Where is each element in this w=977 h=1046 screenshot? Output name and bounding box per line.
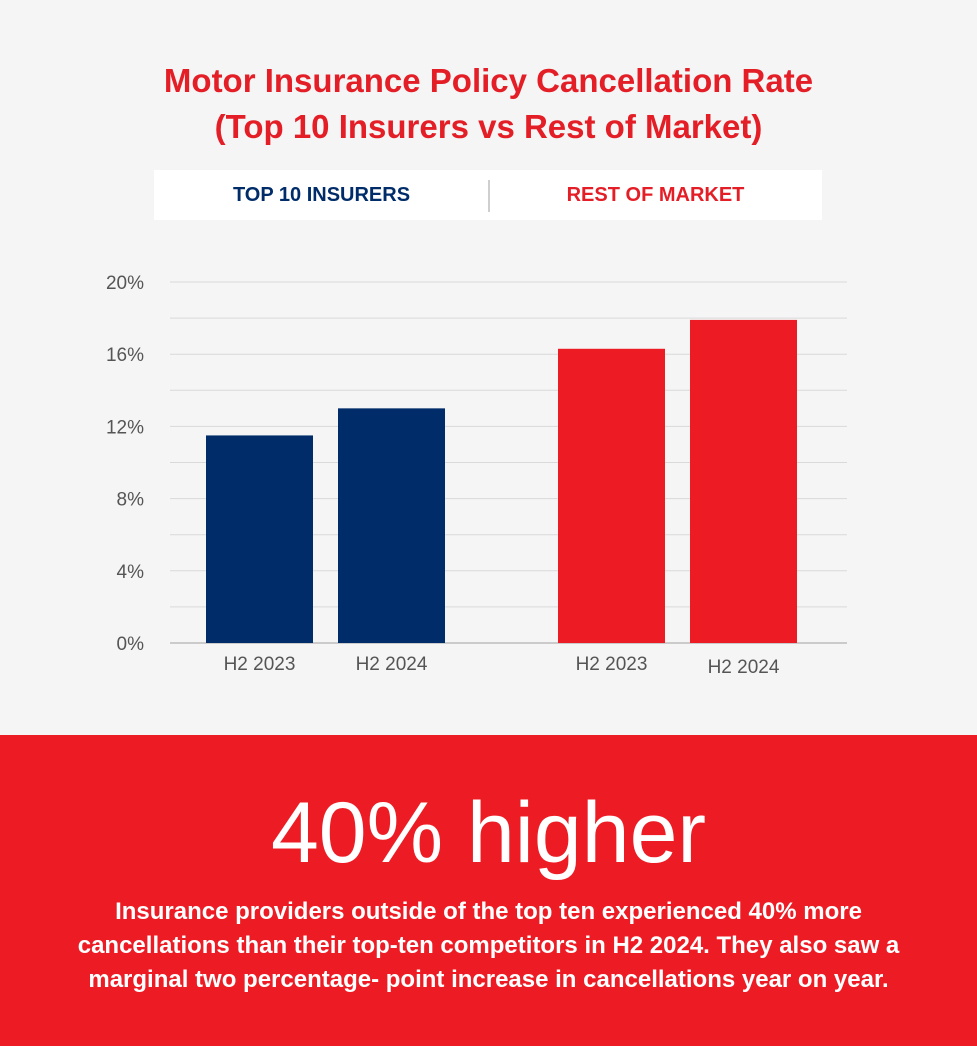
y-tick-label: 16% [106, 345, 144, 366]
x-tick-label: H2 2023 [224, 654, 296, 675]
summary-banner: 40% higher Insurance providers outside o… [0, 735, 977, 1046]
x-tick-label: H2 2024 [356, 654, 428, 675]
chart-title-line-1: Motor Insurance Policy Cancellation Rate [163, 62, 814, 99]
legend: TOP 10 INSURERS REST OF MARKET [154, 170, 822, 220]
legend-rest-of-market: REST OF MARKET [566, 184, 745, 206]
bar [690, 319, 797, 643]
bar [206, 435, 313, 643]
summary-text: Insurance providers outside of the top t… [77, 898, 900, 993]
legend-top10: TOP 10 INSURERS [232, 184, 411, 206]
chart-title-line-2: (Top 10 Insurers vs Rest of Market) [214, 108, 763, 145]
y-tick-label: 4% [117, 562, 145, 583]
headline: 40% higher [270, 785, 707, 881]
y-tick-label: 12% [106, 417, 144, 438]
bar [338, 408, 445, 643]
x-tick-label: H2 2024 [708, 657, 780, 678]
chart-title: Motor Insurance Policy Cancellation Rate… [0, 58, 977, 150]
bar [558, 348, 665, 643]
y-tick-label: 8% [117, 490, 145, 511]
legend-divider [488, 180, 490, 212]
x-tick-label: H2 2023 [576, 654, 648, 675]
y-tick-label: 0% [117, 634, 145, 655]
bar-chart: 0% 4% 8% 12% 16% 20% H2 2023 H2 2024 H2 2023 H2 2… [106, 273, 847, 678]
y-tick-label: 20% [106, 273, 144, 294]
